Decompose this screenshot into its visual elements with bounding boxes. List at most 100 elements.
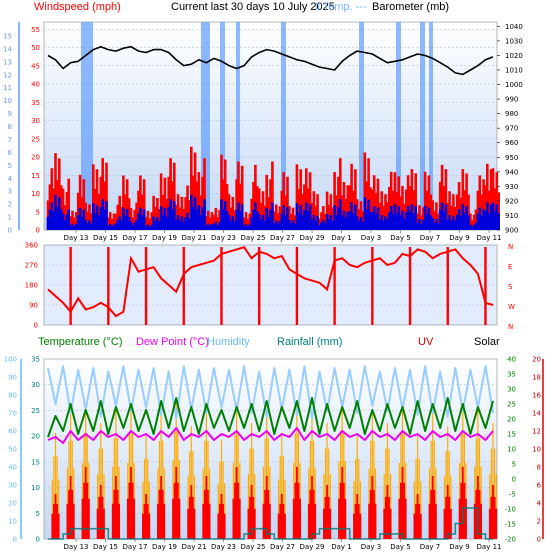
temp-tick-label: -15 [505, 521, 516, 529]
beaufort-tick-label: 9 [8, 110, 12, 118]
mb-tick-label: 1040 [505, 23, 523, 31]
temp-tick-label: -20 [505, 536, 516, 544]
compass-label: E [508, 263, 512, 271]
rain-band [429, 22, 433, 230]
deg-tick-label: 270 [25, 262, 38, 270]
temp-x-tick-label: Day 5 [390, 543, 411, 551]
compass-label: W [508, 303, 515, 311]
wind-x-tick-label: Day 19 [152, 234, 177, 242]
uv-tick-label: 12 [532, 428, 541, 436]
temp-x-tick-label: Day 1 [331, 543, 352, 551]
temp-tick-label: 25 [507, 401, 516, 409]
mb-tick-label: 950 [505, 154, 518, 162]
temp-tick-label: 35 [507, 371, 516, 379]
humidity-tick-label: 30 [8, 482, 17, 490]
beaufort-tick-label: 2 [8, 201, 12, 209]
mb-tick-label: 1030 [505, 37, 523, 45]
rainfall-header: Rainfall (mm) [277, 336, 342, 348]
temp-tick-label: 20 [507, 416, 516, 424]
compass-label: N [508, 243, 513, 251]
wind-x-tick-label: Day 21 [182, 234, 207, 242]
beaufort-tick-label: 3 [8, 188, 12, 196]
humidity-tick-label: 90 [8, 374, 17, 382]
dewpoint-header: Dew Point (°C) [136, 336, 209, 348]
wind-x-tick-label: Day 29 [300, 234, 325, 242]
temp-x-tick-label: Day 15 [93, 543, 118, 551]
mph-tick-label: 5 [36, 208, 40, 216]
deg-tick-label: 0 [34, 322, 38, 330]
temp-tick-label: 15 [507, 431, 516, 439]
mph-tick-label: 15 [31, 172, 40, 180]
temp-x-tick-label: Day 3 [361, 543, 382, 551]
wind-x-tick-label: Day 13 [64, 234, 89, 242]
mph-tick-label: 55 [31, 26, 40, 34]
wind-x-tick-label: Day 23 [211, 234, 236, 242]
rain-tick-label: 20 [31, 433, 40, 441]
beaufort-tick-label: 6 [8, 149, 13, 157]
temp-tick-label: -10 [505, 506, 516, 514]
series-windspeed [46, 146, 500, 230]
series-average-speed [46, 194, 500, 230]
humidity-tick-label: 0 [13, 536, 17, 544]
mb-tick-label: 1000 [505, 81, 523, 89]
temp-tick-label: 0 [512, 476, 516, 484]
rain-tick-label: 15 [31, 458, 40, 466]
humidity-header: Humidity [207, 336, 250, 348]
humidity-tick-label: 20 [8, 500, 17, 508]
deg-tick-label: 180 [25, 282, 38, 290]
mph-tick-label: 30 [31, 117, 40, 125]
uv-tick-label: 0 [537, 536, 541, 544]
temp-x-tick-label: Day 21 [182, 543, 207, 551]
mb-tick-label: 1010 [505, 67, 523, 75]
beaufort-tick-label: 15 [3, 33, 12, 41]
temp-tick-label: 30 [507, 386, 516, 394]
humidity-tick-label: 40 [8, 464, 17, 472]
uv-tick-label: 6 [537, 482, 542, 490]
mb-tick-label: 920 [505, 197, 518, 205]
chart-title: Current last 30 days 10 July 2025 [171, 1, 335, 13]
mb-tick-label: 970 [505, 125, 518, 133]
temp-x-tick-label: Day 7 [420, 543, 441, 551]
mb-tick-label: 900 [505, 227, 518, 235]
wind-x-tick-label: Day 15 [93, 234, 118, 242]
beaufort-tick-label: 8 [8, 123, 12, 131]
rain-tick-label: 25 [31, 407, 40, 415]
rain-band [201, 22, 210, 230]
wind-x-tick-label: Day 1 [331, 234, 352, 242]
beaufort-tick-label: 10 [3, 97, 12, 105]
series-temperature [47, 397, 494, 438]
mph-tick-label: 35 [31, 99, 40, 107]
beaufort-tick-label: 4 [8, 175, 13, 183]
mb-tick-label: 990 [505, 96, 518, 104]
mph-tick-label: 20 [31, 154, 40, 162]
mph-tick-label: 0 [36, 227, 40, 235]
uv-tick-label: 2 [537, 518, 541, 526]
beaufort-tick-label: 0 [8, 227, 12, 235]
beaufort-tick-label: 14 [3, 45, 12, 53]
beaufort-tick-label: 12 [3, 71, 12, 79]
solar-header: Solar [474, 336, 500, 348]
rain-band [281, 22, 286, 230]
compass-label: N [508, 323, 513, 331]
beaufort-tick-label: 13 [3, 58, 12, 66]
mb-tick-label: 930 [505, 183, 518, 191]
wind-x-tick-label: Day 11 [477, 234, 502, 242]
rain-tick-label: 35 [31, 356, 40, 364]
temp-x-tick-label: Day 19 [152, 543, 177, 551]
temp-tick-label: 40 [507, 356, 516, 364]
temp-x-tick-label: Day 11 [477, 543, 502, 551]
mb-tick-label: 980 [505, 110, 518, 118]
series-uv [51, 467, 498, 539]
beaufort-tick-label: 5 [8, 162, 12, 170]
rain-band [236, 22, 240, 230]
mb-tick-label: 940 [505, 168, 518, 176]
uv-tick-label: 8 [537, 464, 541, 472]
mb-tick-label: 1020 [505, 52, 523, 60]
wind-x-tick-label: Day 3 [361, 234, 382, 242]
temp-tick-label: 5 [512, 461, 516, 469]
rain-tick-label: 10 [31, 484, 40, 492]
wind-x-tick-label: Day 5 [390, 234, 411, 242]
uv-tick-label: 14 [532, 410, 541, 418]
barometer-header: Barometer (mb) [372, 1, 449, 13]
temp-x-tick-label: Day 23 [211, 543, 236, 551]
